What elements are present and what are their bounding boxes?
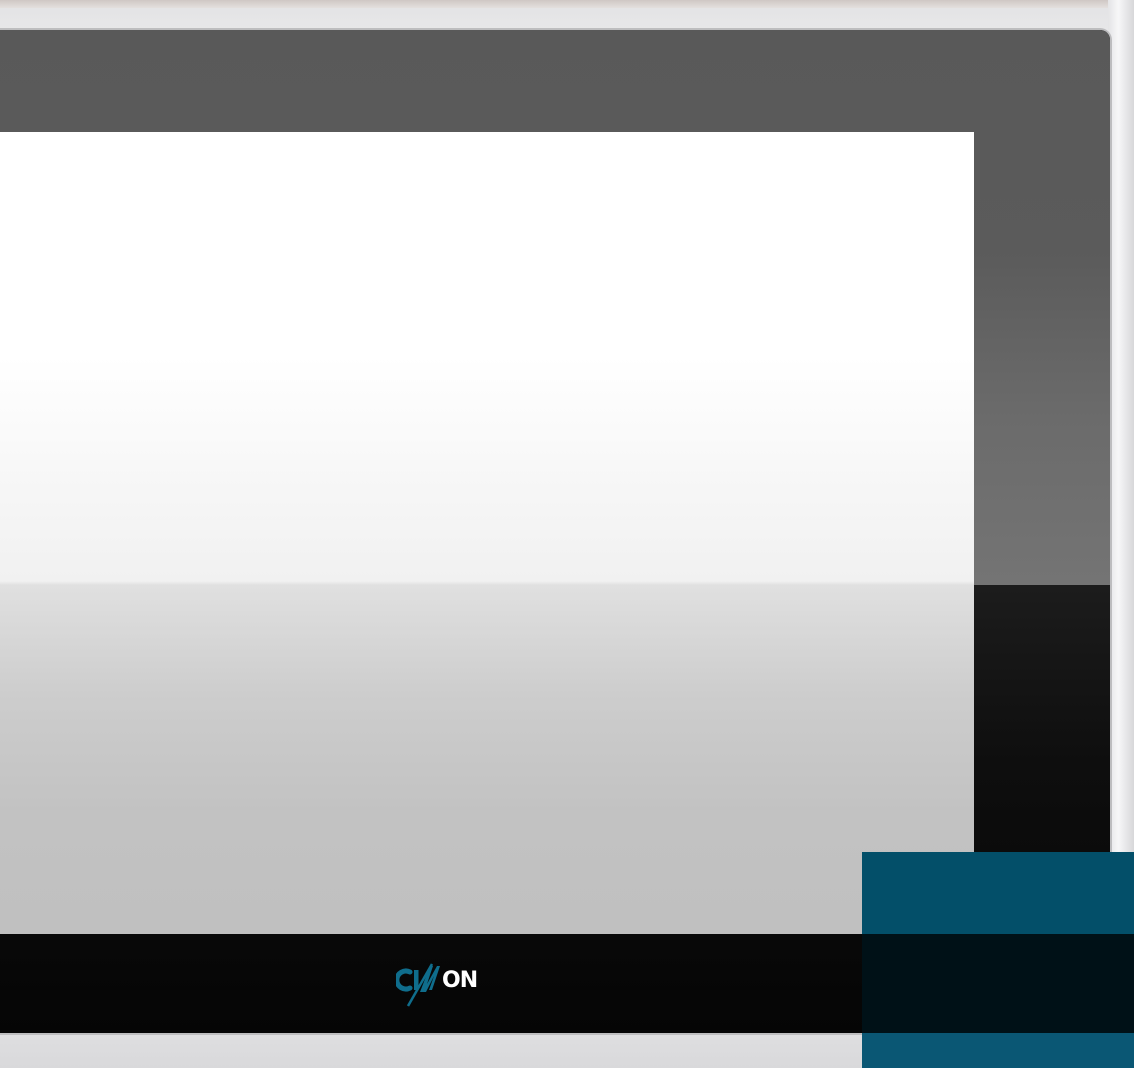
brand-bar-overlay bbox=[862, 934, 1134, 1033]
housing-top-edge bbox=[0, 0, 1134, 8]
brand-bar-tail bbox=[862, 1033, 1134, 1068]
logo-wordmark-suffix: ON bbox=[442, 968, 478, 993]
display-screen bbox=[0, 132, 974, 934]
logo-mark-icon bbox=[396, 963, 440, 1007]
cimon-logo-icon: ON bbox=[396, 962, 488, 1010]
